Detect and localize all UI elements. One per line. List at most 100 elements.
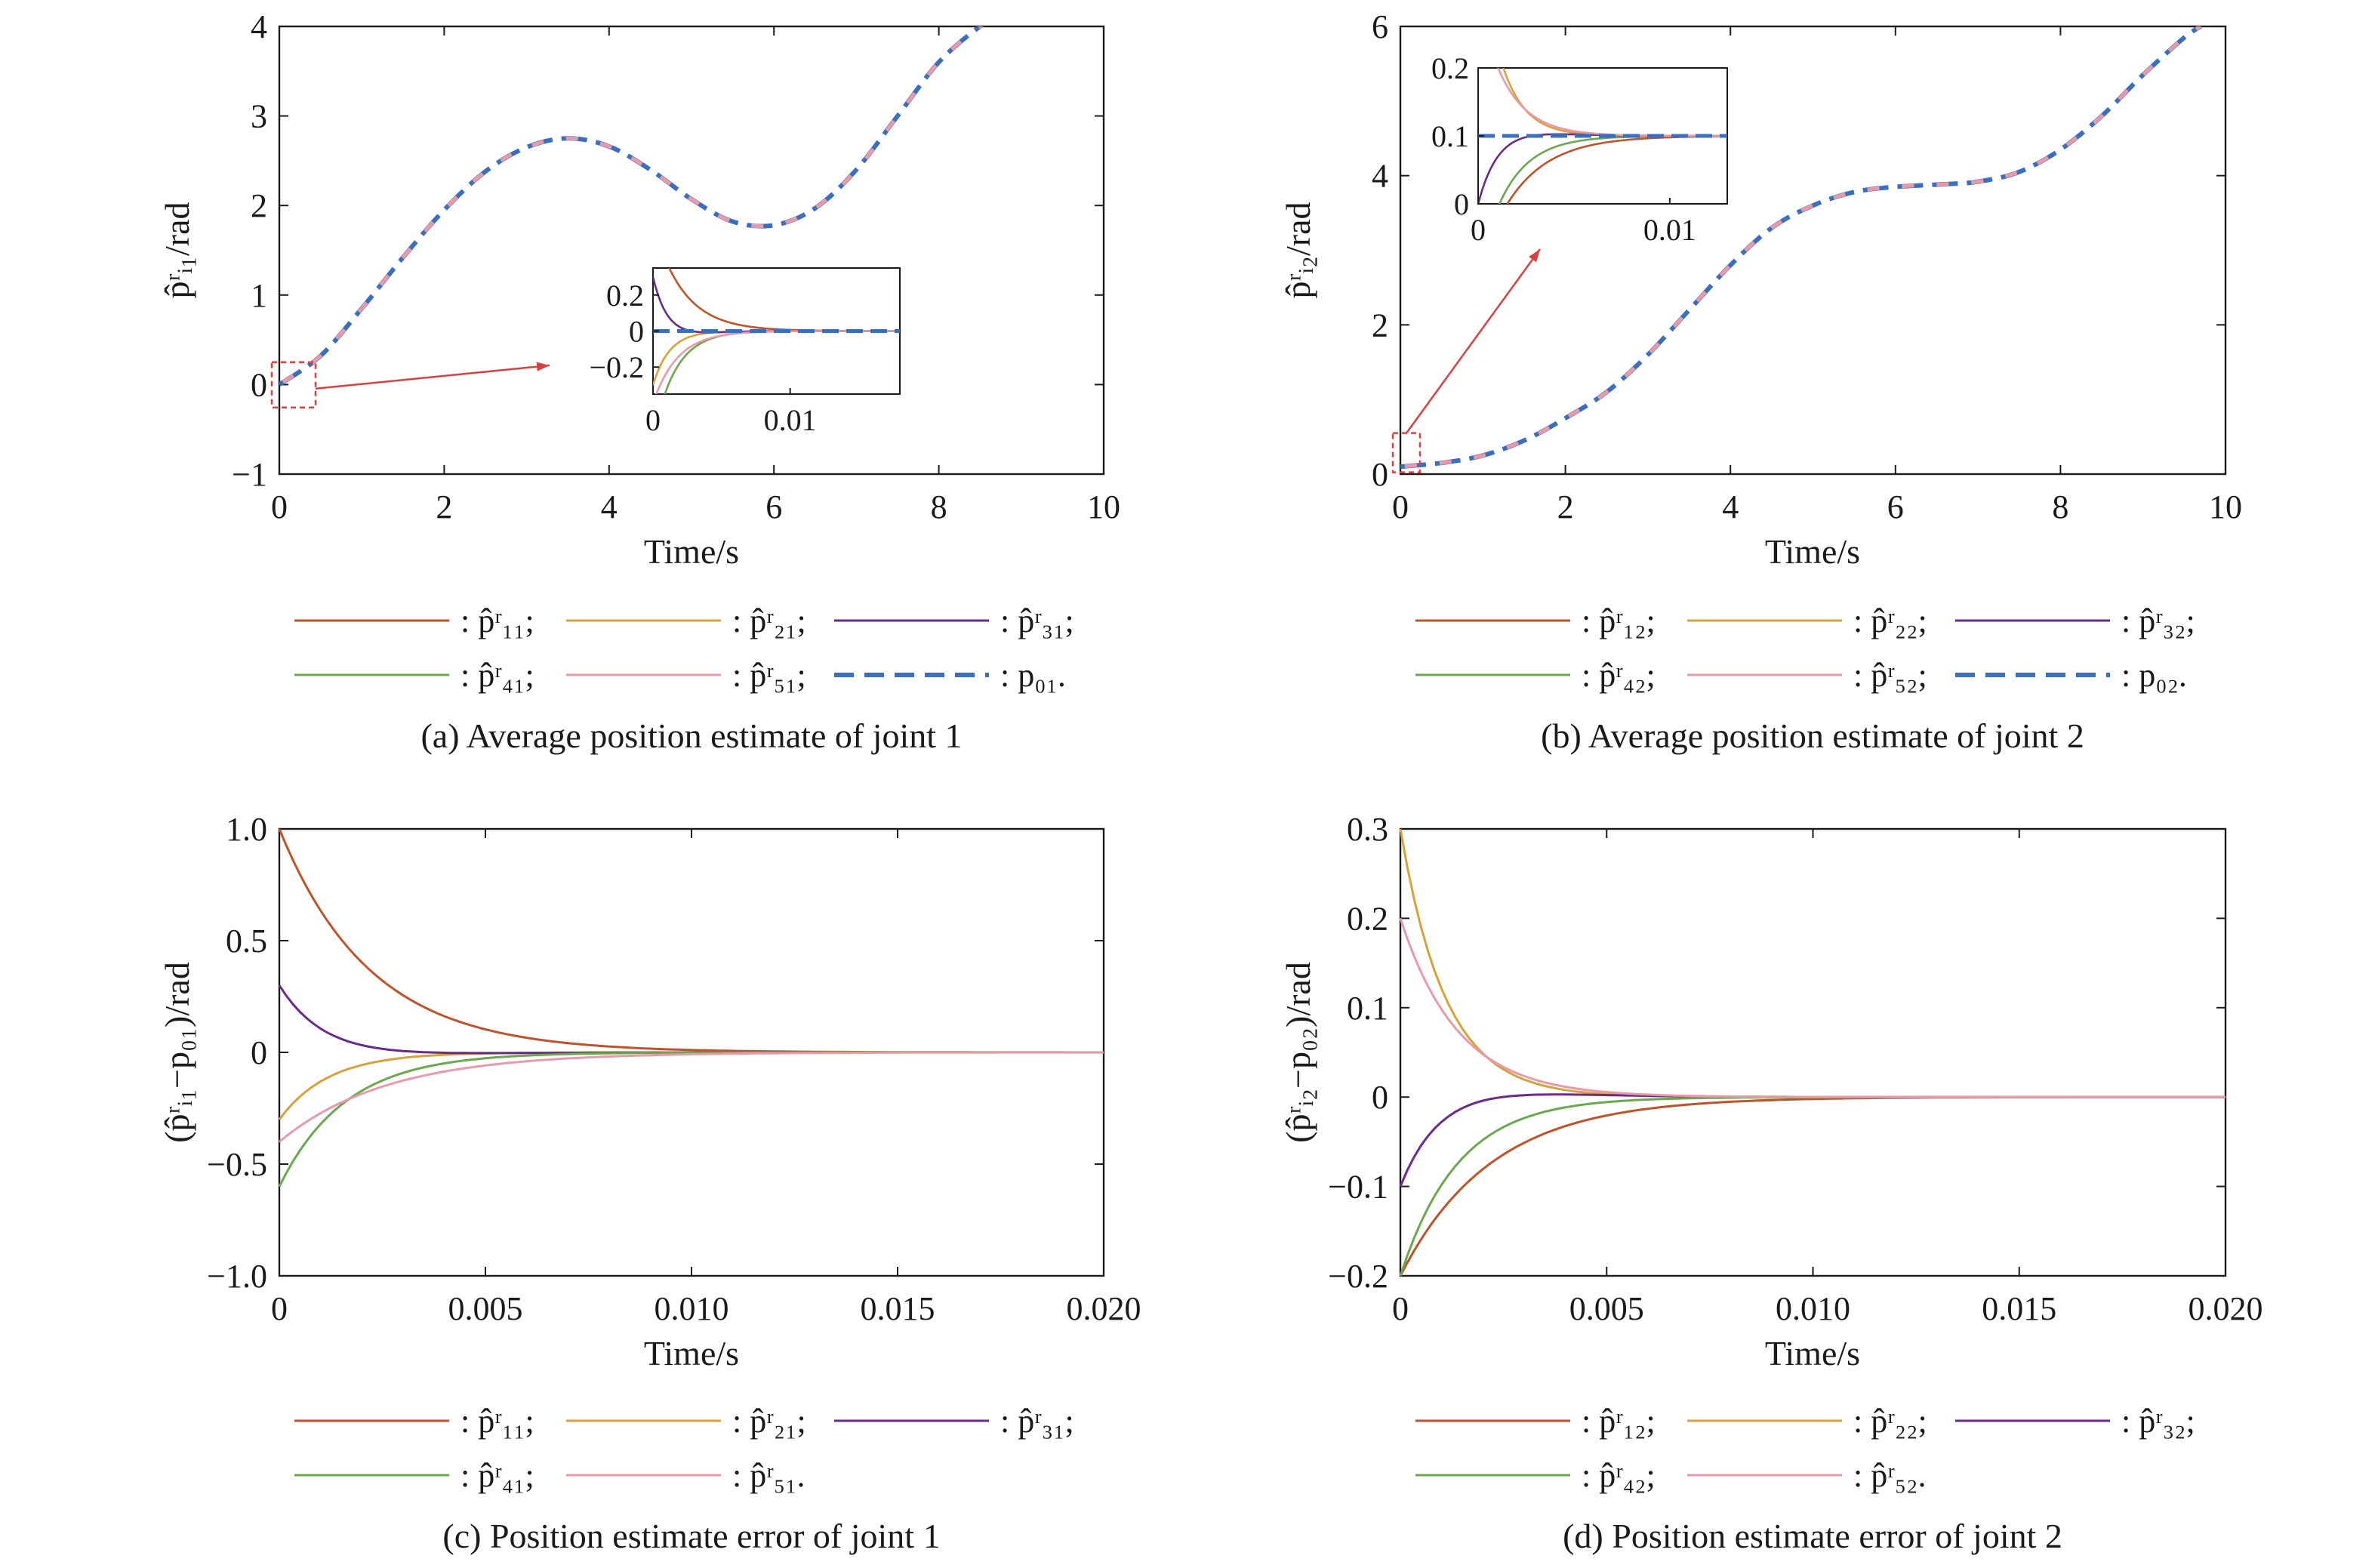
x-tick-label: 0.020 (2189, 1290, 2263, 1327)
x-tick-label: 10 (1087, 488, 1120, 525)
legend-label-1: : p̂ʳ₁₂; (1582, 1403, 1656, 1440)
inset-y-tick-label: 0 (1454, 187, 1469, 221)
legend-label-1: : p̂ʳ₁₁; (461, 602, 534, 639)
y-tick-label: −0.2 (1328, 1258, 1388, 1295)
legend-label-6: : p₀₁. (1000, 657, 1066, 694)
panel-c-joint1-error: 0 0.005 0.010 0.015 0.020 −1.0 −0.5 0 0.5 1.0 Time… (158, 811, 1141, 1555)
panel-caption: (c) Position estimate error of joint 1 (442, 1517, 940, 1555)
y-tick-label: −1.0 (207, 1258, 267, 1295)
x-tick-label: 0.020 (1067, 1290, 1141, 1327)
inset-y-tick-label: 0.2 (1431, 51, 1469, 85)
x-axis-label: Time/s (1765, 532, 1860, 571)
zoom-region-box (270, 361, 317, 408)
series-agent-2-error (1399, 828, 2226, 1098)
x-tick-label: 0.010 (1776, 1290, 1850, 1327)
x-tick-label: 10 (2209, 488, 2242, 525)
x-tick-label: 0 (1392, 1290, 1409, 1327)
x-axis-label: Time/s (644, 1334, 739, 1372)
x-tick-label: 2 (436, 488, 452, 525)
inset-y-tick-label: 0.2 (606, 279, 644, 313)
y-tick-label: 1 (251, 277, 267, 314)
panel-caption: (a) Average position estimate of joint 1 (420, 716, 962, 755)
x-tick-label: 0 (1392, 488, 1409, 525)
legend-label-3: : p̂ʳ₃₁; (1000, 602, 1074, 639)
x-tick-label: 6 (1887, 488, 1904, 525)
legend-label-2: : p̂ʳ₂₂; (1853, 602, 1927, 639)
x-tick-label: 0 (271, 1290, 288, 1327)
x-axis-label: Time/s (644, 532, 739, 571)
legend-label-2: : p̂ʳ₂₁; (732, 602, 806, 639)
series-agent-1-error (278, 828, 1104, 1054)
y-tick-label: 2 (251, 187, 267, 224)
series-agent-5-error (279, 1051, 1104, 1143)
y-tick-label: 3 (251, 98, 267, 135)
plot-frame (278, 25, 1105, 476)
y-axis-label: (p̂ʳᵢ₁−p₀₁)/rad (158, 962, 196, 1143)
x-tick-label: 8 (931, 488, 947, 525)
inset-x-tick-label: 0.01 (764, 403, 817, 437)
y-tick-label: 0.1 (1347, 990, 1388, 1027)
x-tick-label: 4 (1722, 488, 1739, 525)
inset-y-tick-label: 0.1 (1431, 119, 1469, 153)
legend-label-5: : p̂ʳ₅₁; (732, 657, 806, 694)
y-tick-label: 0 (1372, 456, 1388, 493)
legend-label-4: : p̂ʳ₄₁; (461, 1457, 534, 1494)
inset-y-tick-label: −0.2 (589, 350, 644, 384)
zoom-arrow-head (1529, 249, 1540, 263)
series-agent-4-error (278, 1051, 1104, 1188)
legend-label-4: : p̂ʳ₄₁; (461, 657, 534, 694)
x-tick-label: 0.005 (448, 1290, 523, 1327)
inset-y-tick-label: 0 (629, 315, 644, 349)
legend-label-3: : p̂ʳ₃₁; (1000, 1403, 1074, 1440)
y-tick-label: 6 (1372, 8, 1388, 45)
x-axis-label: Time/s (1765, 1334, 1860, 1372)
x-tick-label: 6 (765, 488, 782, 525)
series-agent-estimate-line (1400, 26, 2202, 469)
y-tick-label: 0 (251, 1034, 267, 1071)
legend-label-6: : p₀₂. (2121, 657, 2187, 694)
panel-d-joint2-error: 0 0.005 0.010 0.015 0.020 −0.2 −0.1 0 0.1 0.2 0.3 T… (1279, 811, 2263, 1555)
y-tick-label: 0 (251, 366, 267, 403)
x-tick-label: 0 (271, 488, 288, 525)
series-agent-3-error (1399, 1093, 2226, 1188)
legend-label-4: : p̂ʳ₄₂; (1582, 1457, 1656, 1494)
legend-label-2: : p̂ʳ₂₂; (1853, 1403, 1927, 1440)
series-reference-line (279, 26, 984, 387)
x-tick-label: 0.010 (655, 1290, 729, 1327)
x-tick-label: 0.015 (861, 1290, 935, 1327)
legend-label-5: : p̂ʳ₅₂; (1853, 657, 1927, 694)
legend-label-1: : p̂ʳ₁₁; (461, 1403, 534, 1440)
legend-label-5: : p̂ʳ₅₁. (732, 1457, 805, 1494)
x-tick-label: 2 (1557, 488, 1574, 525)
y-tick-label: 4 (251, 8, 267, 45)
series-agent-4-error (1399, 1095, 2226, 1277)
zoom-arrow-head (536, 362, 550, 371)
x-tick-label: 0.015 (1982, 1290, 2056, 1327)
legend-label-4: : p̂ʳ₄₂; (1582, 657, 1656, 694)
y-tick-label: 0.5 (226, 923, 267, 960)
x-tick-label: 8 (2052, 488, 2068, 525)
y-tick-label: 0 (1372, 1079, 1388, 1116)
legend-label-3: : p̂ʳ₃₂; (2121, 602, 2195, 639)
y-tick-label: 0.2 (1347, 900, 1388, 937)
y-tick-label: −0.5 (207, 1146, 267, 1183)
series-agent-estimate-line (279, 26, 984, 387)
legend-label-2: : p̂ʳ₂₁; (732, 1403, 806, 1440)
zoom-arrow (1405, 248, 1542, 434)
y-tick-label: 2 (1372, 307, 1388, 343)
y-tick-label: 4 (1372, 158, 1388, 195)
y-tick-label: 0.3 (1347, 811, 1388, 848)
inset-x-tick-label: 0 (1471, 213, 1486, 247)
plot-frame (1399, 25, 2227, 476)
legend-label-1: : p̂ʳ₁₂; (1582, 602, 1656, 639)
x-tick-label: 4 (601, 488, 618, 525)
panel-caption: (b) Average position estimate of joint 2 (1541, 716, 2084, 755)
legend-label-3: : p̂ʳ₃₂; (2121, 1403, 2195, 1440)
y-axis-label: p̂ʳᵢ₂/rad (1279, 202, 1317, 298)
panel-caption: (d) Position estimate error of joint 2 (1563, 1517, 2062, 1555)
inset-x-tick-label: 0 (645, 403, 661, 437)
y-axis-label: (p̂ʳᵢ₂−p₀₂)/rad (1279, 962, 1317, 1143)
plot-frame (1399, 827, 2227, 1277)
